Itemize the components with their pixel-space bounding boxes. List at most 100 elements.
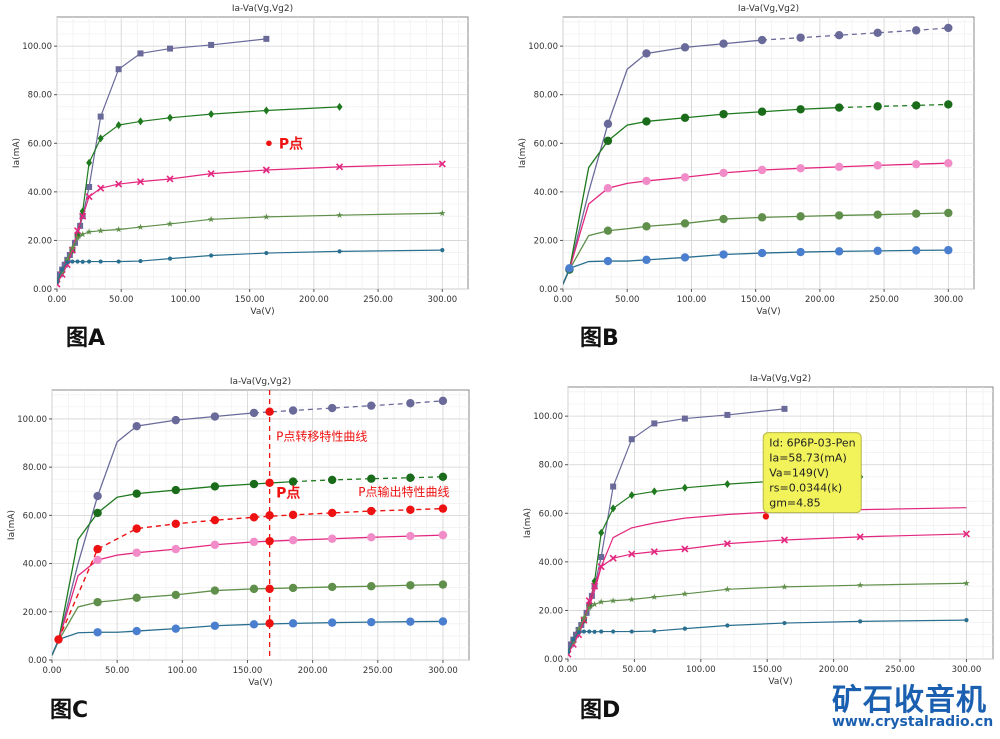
x-tick-label: 300.00 [952, 665, 982, 675]
series-3-point [262, 166, 270, 174]
series-6-point [611, 629, 616, 634]
series-2-point [288, 477, 298, 486]
series-1-point [598, 554, 605, 560]
annotation-label-3: P点输出特性曲线 [358, 484, 449, 499]
series-4-point [93, 597, 102, 607]
series-6-point [581, 629, 587, 634]
plot-area [51, 389, 470, 661]
caption-figure-a: 图A [66, 326, 106, 351]
chart-panel-d: Ia-Va(Vg,Vg2) 0.00 50.00 100.00 150.00 200.00… [523, 374, 994, 687]
series-4-point [650, 548, 658, 556]
y-axis-label: Ia(mA) [518, 138, 528, 168]
series-6-line [57, 507, 443, 640]
series-4-point [585, 597, 593, 605]
series-6-point [964, 618, 969, 623]
series-5-point [327, 618, 337, 627]
series-4-point [85, 228, 93, 235]
chart-panel-b: Ia-Va(Vg,Vg2) 0.00 50.00 100.00 150.00 200.00… [518, 4, 975, 317]
series-4-point [680, 219, 690, 228]
series-2-point [873, 102, 882, 111]
series-4-point [210, 586, 220, 595]
x-tick-label: 0.00 [48, 295, 67, 305]
y-axis-label: Ia(mA) [12, 138, 22, 168]
series-4-point [609, 554, 617, 562]
series-3-point [335, 163, 344, 171]
series-4-point [137, 223, 144, 230]
series-1-point [680, 43, 690, 52]
series-5-point [651, 593, 658, 600]
series-2-point [598, 528, 605, 537]
series-3-point [79, 212, 87, 220]
x-tick-label: 250.00 [869, 295, 899, 305]
series-6-point [568, 649, 571, 654]
series-4-point [597, 563, 605, 571]
series-2-point [610, 504, 617, 513]
series-2-point [724, 480, 731, 489]
series-2-point [757, 107, 767, 116]
series-4-point [723, 540, 731, 548]
series-3-point [438, 530, 448, 540]
plot-area [567, 386, 994, 660]
series-1-point [93, 491, 102, 501]
x-tick-label: 50.00 [109, 295, 133, 305]
series-2-point [406, 473, 415, 482]
p-point-intersection [265, 478, 274, 488]
series-6-point [682, 626, 687, 631]
p-point-marker [266, 140, 272, 147]
series-3-point [249, 537, 259, 547]
y-tick-label: 80.00 [23, 463, 47, 473]
chart-title: Ia-Va(Vg,Vg2) [738, 4, 799, 14]
x-tick-label: 150.00 [741, 295, 771, 305]
x-tick-label: 300.00 [428, 666, 458, 676]
series-5-point [719, 250, 728, 259]
series-5-point [603, 256, 613, 266]
series-5-point [565, 264, 574, 273]
x-tick-label: 50.00 [105, 666, 129, 676]
annotation-label-2: P点 [276, 484, 300, 501]
p-point-intersection [265, 584, 274, 594]
series-2-point [115, 121, 122, 130]
series-4-point [132, 593, 141, 603]
series-6-point [210, 515, 220, 525]
series-4-point [628, 550, 636, 558]
watermark-url: www.crystalradio.cn [832, 714, 994, 730]
series-6-point [571, 637, 576, 642]
series-3-point [873, 161, 882, 170]
x-tick-label: 50.00 [622, 665, 646, 675]
x-tick-label: 100.00 [686, 665, 716, 675]
series-1-point [97, 113, 104, 120]
tooltip-line: Ia=58.73(mA) [769, 452, 847, 465]
series-5-point [65, 260, 70, 265]
series-6-point [288, 510, 298, 520]
series-6-point [599, 629, 604, 634]
series-5-point [264, 250, 269, 256]
y-tick-label: 20.00 [534, 236, 558, 246]
series-5-point [288, 619, 298, 628]
caption-figure-d: 图D [580, 698, 621, 723]
plot-area [56, 16, 469, 290]
series-2-point [263, 106, 270, 115]
y-tick-label: 100.00 [22, 42, 52, 52]
series-2-point [680, 113, 690, 122]
series-5-point [80, 259, 85, 264]
x-axis-label: Va(V) [756, 307, 780, 317]
series-2-point [912, 101, 921, 110]
x-tick-label: 150.00 [233, 666, 263, 676]
y-tick-label: 100.00 [533, 412, 563, 422]
y-tick-label: 20.00 [23, 608, 47, 618]
y-tick-label: 60.00 [23, 511, 47, 521]
series-1-point [719, 39, 728, 48]
x-axis-label: Va(V) [768, 677, 792, 687]
series-6-point [576, 630, 581, 635]
series-5-point [75, 259, 80, 264]
series-5-point [116, 259, 121, 264]
plot-series-group [568, 405, 971, 658]
series-2-point [97, 134, 104, 143]
annotation-label-1: P点转移特性曲线 [276, 429, 367, 444]
series-1-point [86, 184, 93, 190]
y-tick-label: 0.00 [539, 285, 558, 295]
series-3-point [680, 173, 690, 182]
series-4-point [63, 256, 71, 263]
